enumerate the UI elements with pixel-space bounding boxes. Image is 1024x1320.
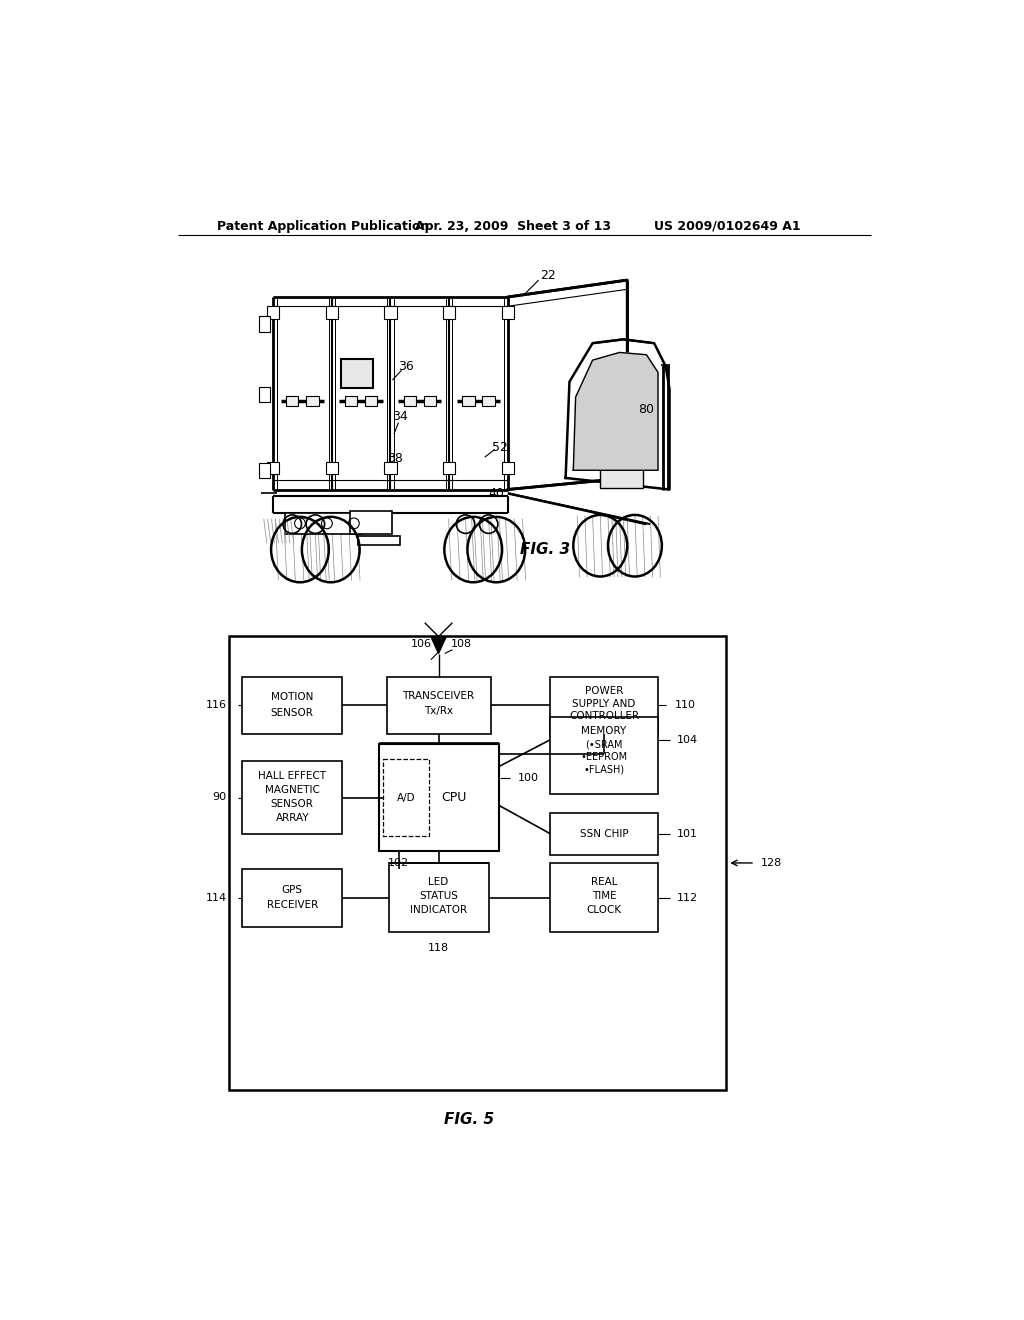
Bar (379, 743, 499, 851)
Text: CPU: CPU (441, 791, 467, 804)
Text: 22: 22 (540, 269, 556, 282)
Bar (357, 536, 400, 545)
Text: 104: 104 (677, 735, 698, 744)
Bar (384, 306, 396, 318)
Bar (443, 462, 456, 474)
Text: 100: 100 (518, 774, 539, 783)
Text: SENSOR: SENSOR (270, 799, 313, 809)
Text: 102: 102 (388, 858, 409, 869)
Bar (443, 306, 456, 318)
Bar (387, 677, 490, 734)
Text: INDICATOR: INDICATOR (410, 906, 467, 915)
Text: SSN CHIP: SSN CHIP (580, 829, 629, 838)
Text: 34: 34 (392, 409, 408, 422)
Text: 112: 112 (677, 892, 698, 903)
Text: GPS: GPS (282, 884, 303, 895)
Text: 110: 110 (675, 700, 696, 710)
Polygon shape (431, 636, 446, 653)
Text: •EEPROM: •EEPROM (581, 751, 628, 762)
Bar (388, 863, 488, 932)
Text: 128: 128 (761, 858, 781, 869)
Bar (550, 813, 658, 855)
Text: 40: 40 (488, 487, 504, 500)
Text: POWER: POWER (585, 686, 624, 696)
Bar (403, 396, 416, 405)
Bar (550, 863, 658, 932)
Text: (•SRAM: (•SRAM (586, 739, 623, 750)
Bar (384, 462, 396, 474)
Text: 114: 114 (206, 892, 226, 903)
Text: 118: 118 (428, 942, 450, 953)
Text: SUPPLY AND: SUPPLY AND (572, 698, 636, 709)
Bar (482, 396, 495, 405)
Bar (345, 396, 357, 405)
Text: REAL: REAL (591, 878, 617, 887)
Text: HALL EFFECT: HALL EFFECT (258, 771, 327, 781)
Text: 52: 52 (493, 441, 508, 454)
Bar (286, 396, 298, 405)
Text: RECEIVER: RECEIVER (266, 900, 317, 911)
Bar (306, 396, 318, 405)
Bar (259, 387, 270, 403)
Text: 101: 101 (677, 829, 698, 838)
Bar (550, 677, 658, 734)
Bar (502, 462, 514, 474)
Bar (424, 396, 436, 405)
Text: CONTROLLER: CONTROLLER (569, 711, 639, 721)
Polygon shape (508, 280, 628, 490)
Text: MAGNETIC: MAGNETIC (265, 785, 319, 795)
Bar (259, 317, 270, 331)
Text: LED: LED (428, 878, 449, 887)
Text: SENSOR: SENSOR (270, 708, 313, 718)
Text: 80: 80 (638, 403, 654, 416)
Bar (267, 462, 280, 474)
Bar (502, 306, 514, 318)
Bar (600, 459, 643, 488)
Text: MOTION: MOTION (271, 693, 313, 702)
Text: A/D: A/D (397, 792, 416, 803)
Bar (462, 396, 474, 405)
Bar (243, 869, 342, 927)
Text: ARRAY: ARRAY (275, 813, 309, 822)
Bar (243, 762, 342, 834)
Bar (383, 759, 429, 836)
Bar (365, 396, 378, 405)
Bar (259, 462, 270, 478)
Text: 108: 108 (452, 639, 472, 649)
Polygon shape (573, 352, 658, 470)
Text: Patent Application Publication: Patent Application Publication (217, 219, 429, 232)
Text: TRANSCEIVER: TRANSCEIVER (402, 690, 474, 701)
Bar (326, 462, 338, 474)
Text: 38: 38 (387, 453, 403, 465)
Bar (267, 306, 280, 318)
Text: US 2009/0102649 A1: US 2009/0102649 A1 (654, 219, 801, 232)
Text: FIG. 3: FIG. 3 (520, 543, 570, 557)
Text: 36: 36 (398, 360, 414, 372)
Text: Apr. 23, 2009  Sheet 3 of 13: Apr. 23, 2009 Sheet 3 of 13 (416, 219, 611, 232)
Bar (243, 677, 342, 734)
Bar (341, 359, 373, 388)
Text: Tx/Rx: Tx/Rx (424, 706, 454, 717)
Text: STATUS: STATUS (419, 891, 458, 902)
Text: TIME: TIME (592, 891, 616, 902)
Text: MEMORY: MEMORY (582, 726, 627, 735)
Bar (229, 636, 726, 1090)
Text: FIG. 5: FIG. 5 (444, 1111, 495, 1127)
Text: CLOCK: CLOCK (587, 906, 622, 915)
Text: 116: 116 (206, 700, 226, 710)
Polygon shape (565, 339, 670, 490)
Text: 106: 106 (411, 639, 432, 649)
Text: 90: 90 (213, 792, 226, 803)
Bar (285, 512, 361, 535)
Bar (326, 306, 338, 318)
Text: •FLASH): •FLASH) (584, 764, 625, 774)
Bar (550, 717, 658, 793)
Bar (350, 511, 392, 535)
